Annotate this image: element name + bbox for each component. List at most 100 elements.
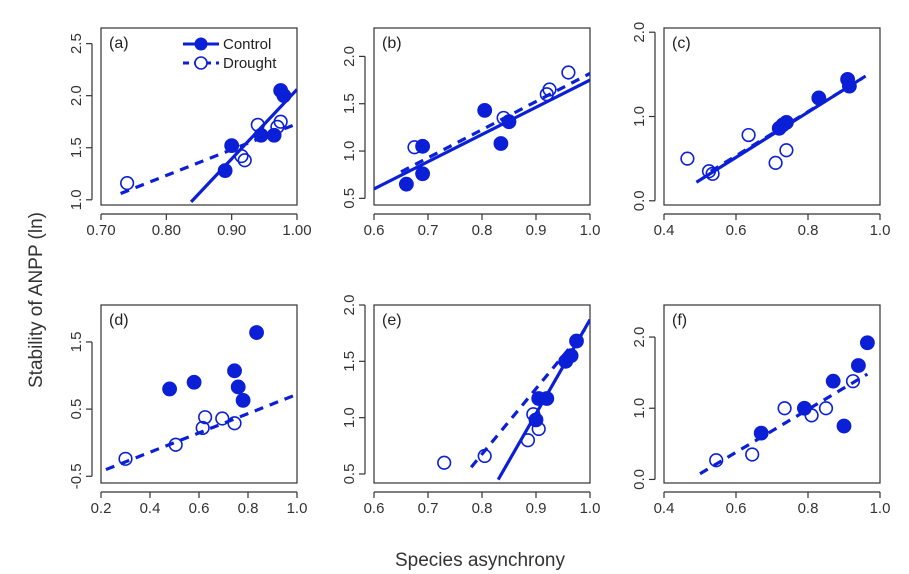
x-tick-label: 0.8 [472, 500, 493, 517]
panel-3: 0.4 0.6 0.8 1.0 0.0 1.0 2.0 (c) [631, 22, 890, 239]
data-point-control [398, 176, 414, 192]
x-tick-label: 0.6 [189, 500, 210, 517]
x-tick-label: 0.7 [418, 222, 439, 239]
panels-group: 0.70 0.80 0.90 1.00 1.0 1.5 2.0 2.5 (a) Control Dr… [68, 22, 890, 517]
data-point-control [753, 425, 769, 441]
data-point-control [249, 325, 264, 340]
series-drought [400, 65, 590, 174]
y-tick-label: 0.0 [631, 469, 648, 490]
data-point-drought [705, 166, 720, 181]
legend-label-control: Control [223, 36, 271, 53]
data-point-drought [227, 416, 242, 431]
data-point-control [186, 374, 202, 390]
plot-frame [373, 27, 591, 206]
data-point-drought [168, 437, 183, 452]
data-point-control [415, 166, 431, 182]
y-axis: 0.5 1.0 1.5 2.0 [341, 46, 366, 209]
fit-line-drought [400, 72, 590, 174]
data-point-drought [768, 155, 783, 170]
series-drought [105, 392, 297, 472]
data-point-drought [804, 408, 819, 423]
x-tick-label: 0.80 [152, 222, 181, 239]
panel-2: 0.6 0.7 0.8 0.9 1.0 0.5 1.0 1.5 2.0 (b) [341, 27, 600, 239]
data-point-control [539, 391, 555, 406]
y-tick-label: 2.5 [68, 33, 85, 54]
data-point-drought [526, 407, 541, 422]
data-point-drought [198, 410, 213, 425]
x-axis-title: Species asynchrony [395, 550, 566, 571]
legend-marker-control [194, 37, 208, 51]
legend: Control Drought [183, 36, 277, 72]
data-point-control [230, 379, 246, 395]
data-point-drought [273, 114, 288, 129]
x-axis: 0.6 0.7 0.8 0.9 1.0 [364, 491, 600, 517]
data-point-drought [531, 421, 546, 437]
plot-frame [373, 304, 591, 484]
data-point-drought [118, 451, 133, 466]
data-point-drought [407, 140, 422, 155]
data-point-drought [520, 433, 536, 448]
series-drought [699, 372, 869, 476]
x-tick-label: 0.8 [238, 500, 259, 517]
x-tick-label: 0.90 [217, 222, 246, 239]
y-axis: 0.5 1.0 1.5 2.0 [341, 295, 366, 484]
x-tick-label: 0.2 [91, 500, 112, 517]
data-point-drought [477, 448, 492, 464]
data-point-control [162, 381, 178, 397]
y-tick-label: 1.0 [68, 189, 85, 210]
x-tick-label: 0.9 [526, 222, 547, 239]
x-tick-label: 0.8 [798, 500, 819, 517]
data-point-drought [234, 148, 249, 164]
data-point-drought [496, 110, 511, 126]
y-axis-title: Stability of ANPP (ln) [26, 212, 47, 388]
data-point-control [235, 392, 251, 408]
data-point-drought [709, 453, 724, 468]
y-tick-label: 1.0 [341, 141, 358, 162]
y-tick-label: 2.0 [631, 327, 648, 348]
panel-label: (e) [382, 312, 402, 329]
data-point-control [227, 363, 242, 379]
data-point-drought [818, 401, 834, 416]
data-point-drought [195, 420, 210, 436]
panel-label: (d) [109, 312, 129, 329]
x-tick-label: 0.6 [726, 500, 747, 517]
data-point-control [836, 418, 852, 434]
y-axis: 1.0 1.5 2.0 2.5 [68, 33, 93, 210]
x-tick-label: 0.70 [86, 222, 115, 239]
plot-frame [663, 27, 881, 206]
fit-line-drought [469, 328, 586, 469]
y-axis: 0.0 1.0 2.0 [631, 22, 656, 211]
x-tick-label: 0.4 [140, 500, 161, 517]
y-axis: -0.5 0.5 1.5 [68, 332, 93, 489]
data-point-control [493, 136, 509, 151]
x-tick-label: 0.4 [654, 500, 675, 517]
data-point-drought [215, 411, 230, 426]
panel-5: 0.6 0.7 0.8 0.9 1.0 0.5 1.0 1.5 2.0 (e) [341, 295, 600, 517]
panel-label: (a) [109, 35, 129, 52]
x-axis: 0.2 0.4 0.6 0.8 1.0 [91, 491, 308, 517]
y-tick-label: 1.5 [341, 351, 358, 372]
x-tick-label: 0.4 [654, 222, 675, 239]
y-tick-label: 2.0 [68, 85, 85, 106]
data-point-control [224, 138, 240, 154]
data-point-drought [779, 143, 794, 158]
x-tick-label: 0.6 [726, 222, 747, 239]
data-point-drought [701, 164, 717, 179]
data-point-drought [777, 401, 792, 416]
x-tick-label: 1.0 [287, 500, 308, 517]
x-axis: 0.4 0.6 0.8 1.0 [654, 491, 890, 517]
y-tick-label: 0.5 [341, 188, 358, 209]
y-axis: 0.0 1.0 2.0 [631, 327, 656, 490]
data-point-drought [250, 117, 265, 132]
series-drought [437, 328, 586, 470]
y-tick-label: 1.5 [68, 137, 85, 158]
y-tick-label: 1.0 [631, 398, 648, 419]
y-tick-label: 1.5 [341, 93, 358, 114]
x-tick-label: 0.6 [364, 500, 385, 517]
x-tick-label: 1.00 [282, 222, 311, 239]
x-axis: 0.70 0.80 0.90 1.00 [86, 213, 312, 239]
legend-marker-drought [194, 56, 208, 70]
series-drought [120, 114, 297, 196]
data-point-control [266, 127, 282, 143]
